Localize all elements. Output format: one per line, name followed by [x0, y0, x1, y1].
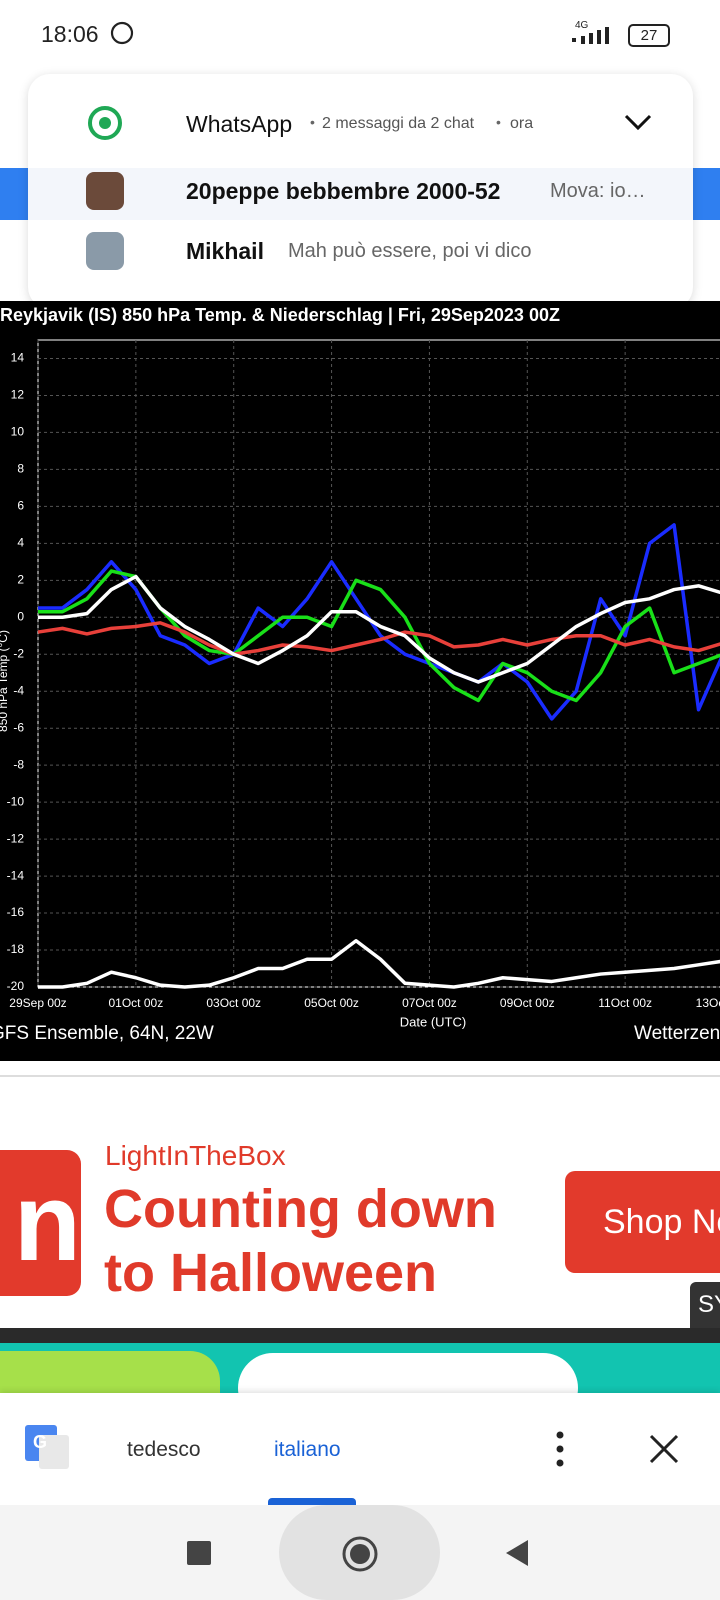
message-text: Mova: io… — [550, 180, 646, 202]
notification-time: ora — [510, 115, 534, 132]
plot-area — [37, 339, 720, 988]
message-sender: 20peppe bebbembre 2000-52 — [186, 178, 501, 204]
battery: 27 — [628, 24, 670, 47]
message-sender: Mikhail — [186, 238, 264, 264]
message-row[interactable] — [28, 168, 693, 220]
browser-bar-right — [692, 168, 720, 220]
x-tick-label: 07Oct 00z — [402, 996, 457, 1010]
y-tick-label: 0 — [17, 609, 24, 623]
y-tick-label: 14 — [11, 351, 25, 365]
whatsapp-status-icon — [110, 21, 134, 45]
separator: • — [310, 114, 315, 130]
language-tab[interactable]: italiano — [274, 1438, 341, 1461]
y-tick-label: -12 — [7, 831, 25, 845]
y-tick-label: 10 — [11, 425, 25, 439]
notification-summary: 2 messaggi da 2 chat — [322, 115, 475, 132]
browser-bar-left — [0, 168, 28, 220]
menu-button[interactable] — [550, 1429, 570, 1469]
banner-art — [0, 1351, 220, 1393]
ad-logo: n — [0, 1150, 81, 1296]
x-tick-label: 29Sep 00z — [9, 996, 66, 1010]
x-tick-label: 09Oct 00z — [500, 996, 555, 1010]
avatar — [86, 172, 124, 210]
x-tick-label: 01Oct 00z — [109, 996, 164, 1010]
y-tick-label: 4 — [17, 536, 24, 550]
chart: Reykjavik (IS) 850 hPa Temp. & Niedersch… — [0, 301, 720, 1061]
ad-strip — [0, 1328, 720, 1343]
series-line — [38, 574, 720, 684]
network-type: 4G — [575, 20, 589, 31]
chart-title: Reykjavik (IS) 850 hPa Temp. & Niedersch… — [0, 305, 560, 325]
footer-left: GFS Ensemble, 64N, 22W — [0, 1023, 214, 1044]
avatar — [86, 232, 124, 270]
close-button[interactable] — [648, 1433, 680, 1465]
translate-bar: G tedesco italiano — [0, 1393, 720, 1505]
ad-brand: LightInTheBox — [105, 1140, 286, 1171]
series-line — [37, 621, 720, 657]
nav-bar — [0, 1505, 720, 1600]
separator: • — [496, 114, 501, 130]
svg-text:G: G — [33, 1432, 47, 1452]
y-tick-label: -6 — [13, 720, 24, 734]
y-tick-label: -10 — [7, 794, 25, 808]
ad-button-label: Shop Now — [603, 1203, 720, 1241]
y-tick-label: 12 — [11, 388, 25, 402]
y-tick-label: -4 — [13, 683, 24, 697]
y-axis-label: 850 hPa Temp (°C) — [0, 630, 10, 732]
x-axis-label: Date (UTC) — [400, 1014, 466, 1029]
x-tick-label: 13Oct 00z — [696, 996, 720, 1010]
divider — [0, 1075, 720, 1077]
y-tick-label: -2 — [13, 646, 24, 660]
back-button[interactable] — [504, 1539, 530, 1567]
x-tick-label: 03Oct 00z — [206, 996, 261, 1010]
x-tick-label: 05Oct 00z — [304, 996, 359, 1010]
whatsapp-icon — [88, 106, 122, 140]
tab-indicator — [268, 1498, 356, 1505]
y-tick-label: -16 — [7, 905, 25, 919]
banner-pill — [238, 1353, 578, 1393]
y-tick-label: -14 — [7, 868, 25, 882]
y-tick-label: -18 — [7, 942, 25, 956]
ad-badge: SY — [690, 1282, 720, 1328]
language-tab[interactable]: tedesco — [127, 1438, 201, 1461]
y-tick-label: -20 — [7, 979, 25, 993]
message-text: Mah può essere, poi vi dico — [288, 240, 532, 262]
status-time: 18:06 — [41, 21, 99, 47]
signal-icon — [572, 27, 609, 44]
series-line — [38, 939, 720, 989]
ad-headline: to Halloween — [104, 1243, 438, 1303]
y-tick-label: 8 — [17, 462, 24, 476]
y-tick-label: -8 — [13, 757, 24, 771]
google-translate-icon: G — [25, 1425, 69, 1469]
ad-banner — [0, 1343, 720, 1393]
x-tick-label: 11Oct 00z — [598, 996, 652, 1010]
footer-right: Wetterzentrale — [634, 1023, 720, 1044]
notification-app: WhatsApp — [186, 111, 293, 137]
ad-button[interactable]: Shop Now — [565, 1171, 720, 1273]
ad-headline: Counting down — [104, 1179, 497, 1239]
y-tick-label: 2 — [17, 572, 24, 586]
y-tick-label: 6 — [17, 499, 24, 513]
expand-chevron[interactable] — [623, 112, 653, 132]
home-button[interactable] — [340, 1534, 380, 1574]
recents-button[interactable] — [187, 1541, 211, 1565]
notification-card[interactable]: WhatsApp • 2 messaggi da 2 chat • ora 20… — [28, 74, 693, 309]
